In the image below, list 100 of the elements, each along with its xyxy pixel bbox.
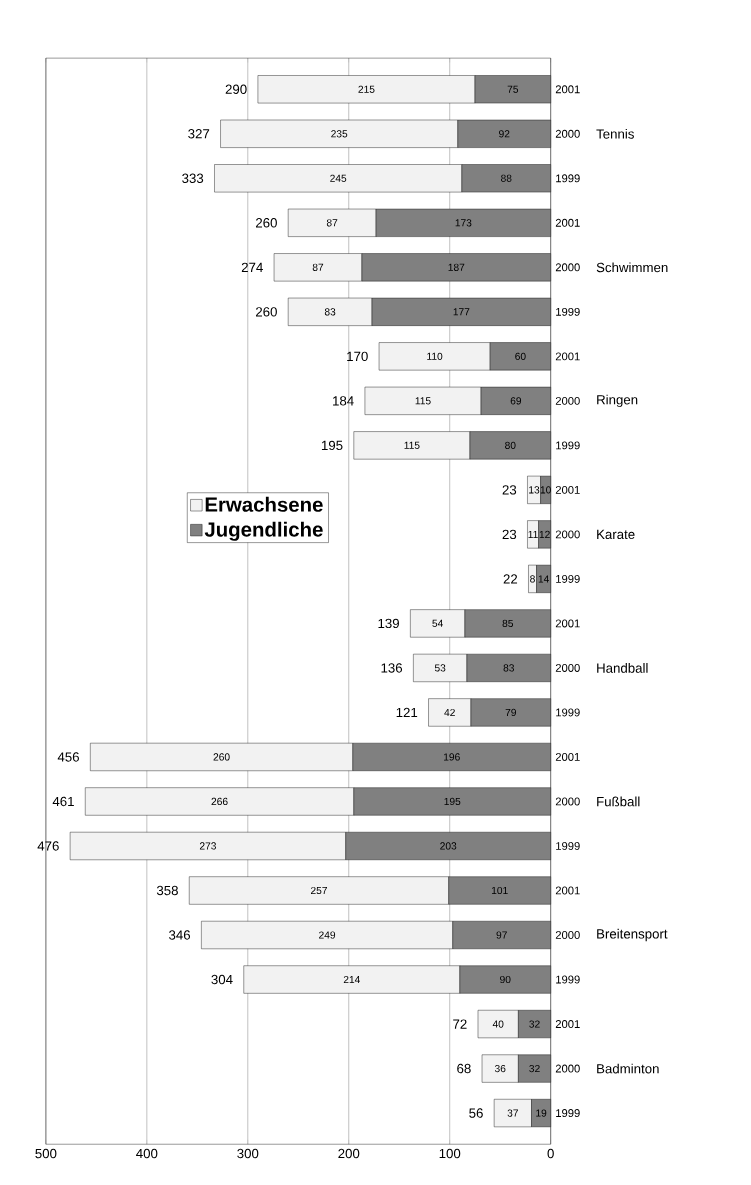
data-label: 83: [503, 664, 515, 672]
data-label: 90: [500, 975, 511, 984]
data-label: 60: [515, 352, 526, 360]
x-tick-label: 400: [136, 1148, 158, 1159]
total-label: 139: [378, 618, 400, 629]
data-label: 83: [325, 308, 336, 316]
y-tick-label: 2000: [556, 396, 581, 405]
total-label: 121: [396, 707, 418, 718]
data-label: 10: [540, 486, 552, 494]
total-label: 72: [453, 1019, 467, 1029]
data-label: 85: [502, 619, 514, 628]
data-label: 75: [507, 85, 519, 93]
data-label: 115: [404, 441, 420, 449]
data-label: 79: [505, 708, 517, 717]
total-label: 260: [256, 307, 278, 317]
data-label: 19: [536, 1109, 547, 1117]
data-label: 97: [496, 931, 508, 939]
y-tick-label: 2000: [556, 797, 581, 806]
data-label: 37: [507, 1109, 519, 1117]
total-label: 56: [469, 1108, 484, 1118]
total-label: 260: [256, 218, 278, 228]
total-label: 304: [211, 974, 233, 985]
data-label: 260: [213, 753, 230, 761]
y-tick-label: 2000: [556, 129, 581, 138]
data-label: 173: [455, 219, 472, 227]
total-label: 333: [182, 173, 204, 183]
y-tick-label: 2000: [556, 263, 581, 272]
data-label: 36: [495, 1064, 506, 1073]
data-label: 101: [492, 886, 508, 895]
text: Schwimmen: [596, 262, 668, 273]
data-label: 249: [319, 931, 336, 939]
data-label: 214: [344, 975, 361, 984]
data-label: 196: [444, 753, 461, 761]
text: Handball: [597, 663, 648, 673]
y-tick-label: 1999: [556, 975, 580, 984]
data-label: 110: [427, 352, 443, 360]
y-tick-label: 2001: [556, 218, 580, 227]
total-label: 22: [503, 574, 518, 584]
y-tick-label: 2001: [556, 753, 580, 761]
total-label: 23: [502, 485, 517, 495]
y-tick-label: 2001: [556, 886, 580, 895]
total-label: 136: [381, 663, 403, 673]
y-tick-label: 1999: [556, 307, 580, 316]
x-tick-label: 500: [35, 1148, 57, 1159]
y-tick-label: 2001: [556, 485, 580, 494]
y-tick-label: 2001: [556, 1020, 580, 1029]
legend-label: Erwachsene: [205, 496, 323, 512]
data-label: 177: [453, 308, 470, 316]
legend-label: Jugendliche: [204, 521, 323, 541]
x-tick-label: 200: [338, 1148, 360, 1159]
y-tick-label: 2000: [556, 931, 581, 939]
data-label: 87: [327, 219, 338, 227]
data-label: 88: [501, 174, 512, 182]
data-label: 266: [211, 797, 228, 806]
data-label: 203: [440, 842, 457, 850]
total-label: 456: [57, 752, 80, 762]
total-label: 23: [502, 529, 517, 540]
y-tick-label: 2000: [556, 663, 581, 672]
data-label: 14: [538, 575, 550, 583]
data-label: 13: [529, 486, 540, 494]
data-label: 54: [432, 619, 444, 627]
data-label: 273: [200, 842, 217, 850]
data-label: 12: [539, 530, 551, 538]
total-label: 461: [52, 796, 75, 807]
data-label: 8: [530, 575, 536, 583]
x-tick-label: 100: [439, 1148, 461, 1159]
y-tick-label: 1999: [556, 842, 580, 850]
total-label: 274: [242, 262, 264, 272]
text: Tennis: [596, 128, 635, 139]
data-label: 187: [448, 263, 465, 271]
text: Ringen: [597, 394, 638, 408]
data-label: 235: [331, 130, 348, 138]
data-label: 257: [311, 886, 328, 895]
y-tick-label: 2001: [556, 352, 580, 361]
x-tick-label: 0: [547, 1148, 555, 1159]
data-label: 215: [358, 85, 375, 93]
y-tick-label: 1999: [556, 1109, 580, 1118]
x-tick-label: 300: [237, 1148, 259, 1159]
total-label: 170: [347, 351, 369, 362]
data-label: 115: [415, 397, 431, 405]
data-label: 92: [499, 130, 510, 138]
y-tick-label: 1999: [556, 708, 580, 717]
text: Fußball: [597, 796, 640, 807]
total-label: 195: [322, 440, 343, 451]
total-label: 68: [457, 1063, 471, 1074]
data-label: 69: [510, 397, 522, 405]
data-label: 80: [505, 441, 516, 449]
y-tick-label: 1999: [556, 574, 580, 583]
data-label: 195: [444, 797, 461, 806]
data-label: 32: [529, 1064, 540, 1073]
total-label: 290: [225, 84, 247, 94]
text: Breitensport: [597, 928, 668, 942]
total-label: 358: [157, 885, 179, 896]
total-label: 476: [37, 841, 60, 851]
total-label: 184: [333, 396, 354, 406]
y-tick-label: 1999: [556, 441, 580, 450]
data-label: 87: [312, 263, 324, 271]
data-label: 32: [529, 1020, 540, 1028]
y-tick-label: 2001: [556, 619, 580, 628]
y-tick-label: 1999: [556, 174, 580, 183]
